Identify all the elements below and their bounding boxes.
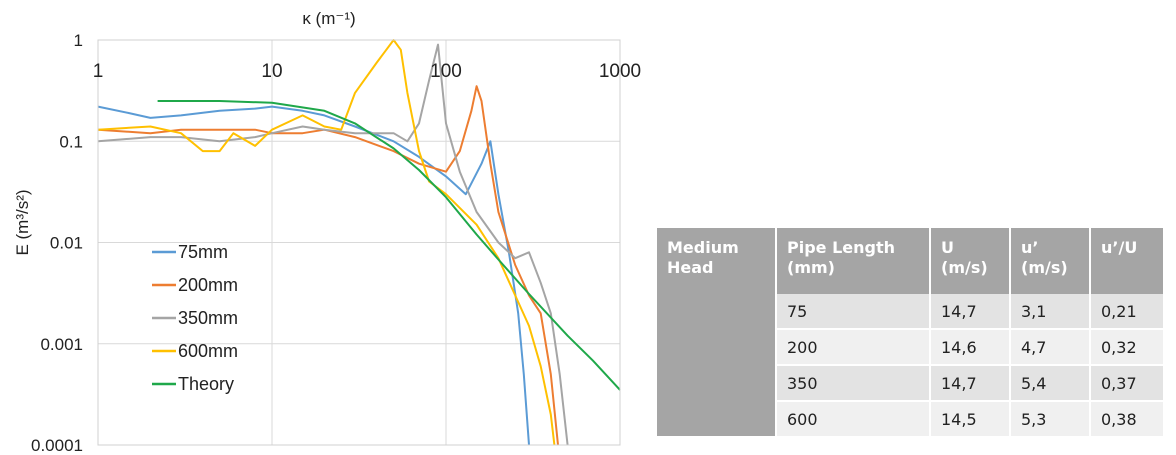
cell-u: 14,7 bbox=[930, 365, 1011, 402]
series-line-350mm bbox=[97, 43, 569, 446]
header-u-prime: u’ (m/s) bbox=[1010, 228, 1091, 294]
header-medium-head: Medium Head bbox=[657, 228, 777, 294]
series-line-75mm bbox=[97, 105, 530, 446]
spectrum-chart: 1 10 100 1000 1 0.1 0.01 0.001 0.0001 κ (m⁻¹) E… bbox=[13, 9, 641, 455]
cell-u: 14,7 bbox=[930, 294, 1011, 330]
cell-pipe-length: 350 bbox=[776, 365, 931, 402]
cell-u: 14,5 bbox=[930, 401, 1011, 438]
cell-u-prime: 5,3 bbox=[1010, 401, 1091, 438]
y-tick-label: 0.01 bbox=[50, 234, 83, 253]
y-tick-labels: 1 0.1 0.01 0.001 0.0001 bbox=[31, 31, 83, 455]
y-tick-label: 1 bbox=[74, 31, 83, 50]
header-u: U (m/s) bbox=[930, 228, 1011, 294]
x-tick-label: 1 bbox=[93, 61, 104, 82]
cell-u-ratio: 0,32 bbox=[1090, 329, 1165, 366]
series-line-600mm bbox=[97, 39, 556, 446]
cell-u-prime: 4,7 bbox=[1010, 329, 1091, 366]
cell-u-prime: 5,4 bbox=[1010, 365, 1091, 402]
legend-label: 350mm bbox=[178, 308, 238, 328]
series-line-200mm bbox=[97, 85, 559, 446]
table-row: 75 14,7 3,1 0,21 bbox=[657, 294, 1165, 438]
cell-u-ratio: 0,37 bbox=[1090, 365, 1165, 402]
y-tick-label: 0.001 bbox=[40, 335, 83, 354]
cell-u-ratio: 0,38 bbox=[1090, 401, 1165, 438]
x-tick-label: 100 bbox=[430, 61, 462, 82]
group-cell bbox=[657, 294, 777, 438]
chart-legend: 75mm 200mm 350mm 600mm Theory bbox=[152, 242, 238, 394]
table-row: 600 14,5 5,3 0,38 bbox=[657, 401, 1165, 438]
cell-pipe-length: 75 bbox=[776, 294, 931, 330]
legend-label: 75mm bbox=[178, 242, 228, 262]
x-tick-label: 10 bbox=[261, 61, 282, 82]
cell-pipe-length: 200 bbox=[776, 329, 931, 366]
table-row: 350 14,7 5,4 0,37 bbox=[657, 365, 1165, 402]
header-u-ratio: u’/U bbox=[1090, 228, 1165, 294]
series-line-Theory bbox=[157, 100, 621, 391]
x-tick-label: 1000 bbox=[599, 61, 641, 82]
flow-stats-table: Medium Head Pipe Length (mm) U (m/s) u’ … bbox=[657, 228, 1165, 438]
header-pipe-length: Pipe Length (mm) bbox=[776, 228, 931, 294]
legend-label: 600mm bbox=[178, 341, 238, 361]
y-tick-label: 0.1 bbox=[59, 132, 83, 151]
legend-label: Theory bbox=[178, 374, 234, 394]
legend-label: 200mm bbox=[178, 275, 238, 295]
table-row: 200 14,6 4,7 0,32 bbox=[657, 329, 1165, 366]
y-axis-title: E (m³/s²) bbox=[13, 189, 32, 255]
flow-stats-table-container: Medium Head Pipe Length (mm) U (m/s) u’ … bbox=[657, 228, 1176, 455]
x-axis-title: κ (m⁻¹) bbox=[302, 9, 355, 28]
series-layer bbox=[97, 39, 621, 446]
cell-u: 14,6 bbox=[930, 329, 1011, 366]
y-tick-label: 0.0001 bbox=[31, 436, 83, 455]
plot-frame bbox=[97, 39, 621, 446]
cell-u-ratio: 0,21 bbox=[1090, 294, 1165, 330]
cell-u-prime: 3,1 bbox=[1010, 294, 1091, 330]
x-tick-labels: 1 10 100 1000 bbox=[93, 61, 641, 82]
table-header-row: Medium Head Pipe Length (mm) U (m/s) u’ … bbox=[657, 228, 1165, 294]
cell-pipe-length: 600 bbox=[776, 401, 931, 438]
